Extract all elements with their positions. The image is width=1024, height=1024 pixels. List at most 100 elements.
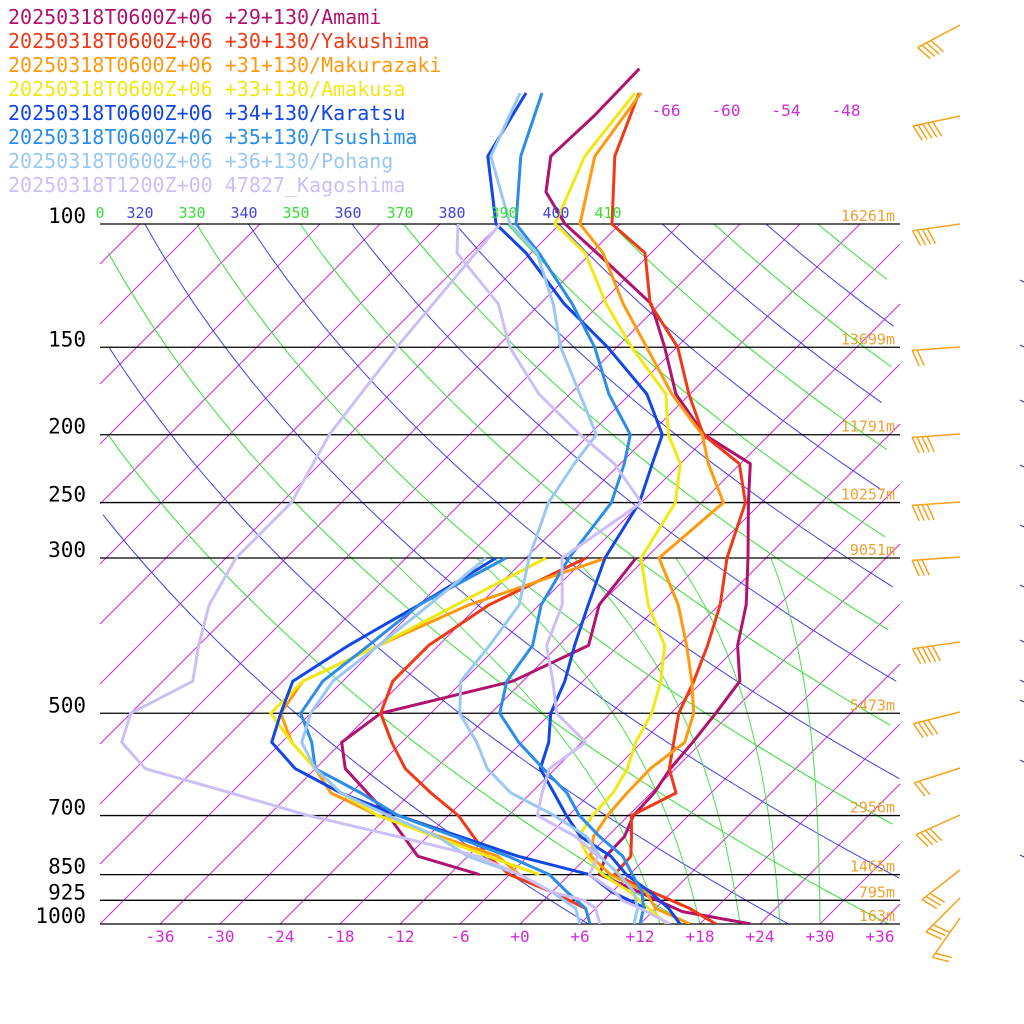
theta-label: 320 [126,204,153,222]
temperature-trace-6 [458,92,640,924]
top-temperature-label: -48 [832,101,861,120]
wind-barb-feather [916,229,927,246]
isotherm-line [99,223,201,325]
temperature-tick-label: +0 [510,927,529,946]
moist-adiabat-line [389,557,661,925]
wind-barb-feather [926,646,937,662]
wind-barb-feather [927,719,939,735]
wind-barb-feather [915,833,929,848]
temperature-tick-label: -36 [146,927,175,946]
dry-adiabat-line [817,223,888,280]
top-temperature-label: -60 [712,101,741,120]
wind-barb-shaft [912,115,961,127]
temperature-tick-label: -18 [326,927,355,946]
wind-barb-feather [916,504,925,521]
wind-barb-shaft [921,869,961,901]
wind-barb-shaft [912,641,961,650]
wind-barb-feather [912,125,923,141]
dry-adiabat-line [662,223,882,404]
wind-barb-feather [921,898,938,910]
wind-barb-feather [921,436,930,453]
legend-entry: 20250318T0600Z+06 +34+130/Karatsu [8,101,405,125]
pressure-label: 1000 [35,904,86,928]
dry-adiabat-line [108,347,789,925]
isotherm-line [579,603,901,925]
grid-layer [99,223,901,925]
moist-adiabat-line [675,557,781,925]
temperature-tick-label: +30 [806,927,835,946]
temperature-tick-label: -6 [450,927,469,946]
wind-barb-shaft [914,767,961,784]
wind-barb-feather [911,350,920,367]
wind-barb-feather [931,121,943,137]
temperature-tick-label: -12 [386,927,415,946]
wind-barb-feather [920,831,934,846]
wind-barb-feather [932,924,949,933]
temperature-trace-1 [610,92,747,924]
dewpoint-trace-0 [340,557,638,877]
temperature-tick-label: +12 [626,927,655,946]
edge-mark [1019,639,1024,643]
dewpoint-trace-5 [299,556,592,924]
wind-barb-feather [926,228,937,244]
edge-mark [1019,524,1024,528]
wind-barb-shaft [912,501,961,507]
wind-barb-feather [912,723,924,739]
height-label: 5473m [850,696,895,714]
isotherm-line [99,223,261,385]
theta-label: 410 [594,204,621,222]
temperature-tick-label: +24 [746,927,775,946]
wind-barb-feather [925,895,942,907]
wind-barb-feather [922,123,933,139]
temperature-tick-label: +36 [866,927,895,946]
legend-entry: 20250318T0600Z+06 +29+130/Amami [8,5,381,29]
isotherm-line [699,723,901,925]
pressure-label: 300 [48,538,86,562]
isotherm-line [879,903,901,925]
edge-mark [1019,854,1024,858]
isotherm-line [819,843,901,925]
edge-mark [1019,279,1024,283]
dry-adiabat-line [455,223,894,588]
wind-barb-feather [916,436,925,453]
isotherm-line [99,223,741,865]
top-temperature-label: -66 [652,101,681,120]
wind-barb-feather [921,646,932,663]
isotherm-line [99,223,681,805]
isotherm-line [99,223,621,745]
moist-adiabat-line [770,557,821,924]
edge-mark [1019,679,1024,683]
wind-barb-feather [911,648,922,665]
wind-barb-feather [932,956,950,963]
temperature-trace-5 [498,92,646,924]
wind-barb-feather [927,122,938,138]
height-label: 16261m [841,207,895,225]
wind-barb-feather [921,559,930,576]
isotherm-line [99,223,441,565]
isotherm-line [159,223,861,925]
wind-barb-feather [921,44,936,58]
wind-barb-feather [916,647,927,664]
pressure-label: 100 [48,204,86,228]
height-label: 11791m [841,418,895,436]
isotherm-line [219,243,901,925]
isotherm-line [99,223,801,925]
temperature-trace-7 [455,223,671,924]
wind-barb-feather [911,560,920,577]
wind-barb-feather [925,931,942,940]
temperature-trace-3 [553,92,682,924]
dry-adiabat-line [765,223,894,327]
isotherm-line [99,223,381,505]
wind-barb-feather [925,42,940,55]
wind-barb-feather [924,829,938,844]
dewpoint-trace-7 [120,223,602,924]
dry-adiabat-line [506,223,886,538]
dry-adiabat-line [144,223,900,879]
theta-label: 340 [230,204,257,222]
wind-barb-shaft [925,897,961,933]
dry-adiabat-line [102,514,589,925]
temperature-tick-label: +6 [570,927,589,946]
wind-barb-feather [916,559,925,576]
